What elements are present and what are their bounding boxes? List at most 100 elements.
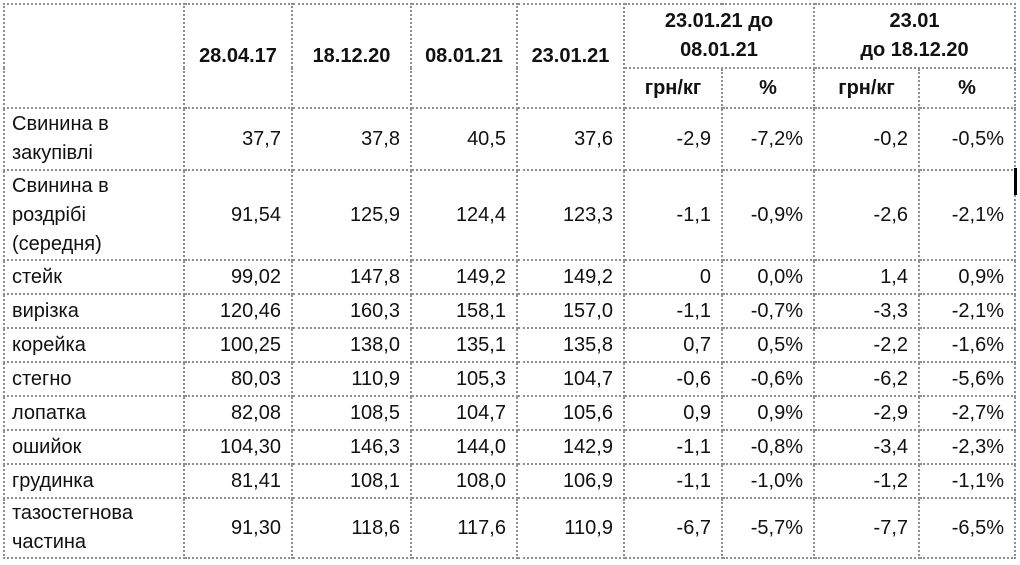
table-cell[interactable]: -0,5% (918, 107, 1016, 171)
row-label[interactable]: стегно (3, 361, 185, 397)
column-header-date-1[interactable]: 28.04.17 (183, 3, 293, 109)
table-cell[interactable]: -1,1 (623, 463, 723, 499)
table-cell[interactable]: -2,6 (813, 169, 920, 261)
subheader-unit-1[interactable]: грн/кг (623, 67, 723, 109)
table-cell[interactable]: 138,0 (291, 327, 412, 363)
group-header-change-2[interactable]: 23.01 до 18.12.20 (813, 3, 1016, 69)
table-cell[interactable]: 37,8 (291, 107, 412, 171)
table-cell[interactable]: -2,3% (918, 429, 1016, 465)
table-cell[interactable]: 0,9% (918, 259, 1016, 295)
table-cell[interactable]: 108,0 (410, 463, 518, 499)
table-cell[interactable]: -1,1 (623, 169, 723, 261)
table-cell[interactable]: 104,7 (410, 395, 518, 431)
table-cell[interactable]: -3,4 (813, 429, 920, 465)
table-cell[interactable]: 135,8 (516, 327, 625, 363)
table-cell[interactable]: -1,1 (623, 429, 723, 465)
table-cell[interactable]: 157,0 (516, 293, 625, 329)
table-cell[interactable]: 0 (623, 259, 723, 295)
table-cell[interactable]: 123,3 (516, 169, 625, 261)
column-header-date-3[interactable]: 08.01.21 (410, 3, 518, 109)
table-cell[interactable]: 81,41 (183, 463, 293, 499)
table-cell[interactable]: -3,3 (813, 293, 920, 329)
table-cell[interactable]: -0,7% (721, 293, 815, 329)
table-cell[interactable]: 142,9 (516, 429, 625, 465)
table-cell[interactable]: 104,30 (183, 429, 293, 465)
table-cell[interactable]: -0,6% (721, 361, 815, 397)
table-cell[interactable]: 146,3 (291, 429, 412, 465)
table-cell[interactable]: 105,6 (516, 395, 625, 431)
table-cell[interactable]: 108,1 (291, 463, 412, 499)
subheader-unit-2[interactable]: грн/кг (813, 67, 920, 109)
table-cell[interactable]: -0,8% (721, 429, 815, 465)
table-cell[interactable]: 91,54 (183, 169, 293, 261)
table-cell[interactable]: 82,08 (183, 395, 293, 431)
table-cell[interactable]: -1,1 (623, 293, 723, 329)
table-cell[interactable]: 100,25 (183, 327, 293, 363)
table-cell[interactable]: 120,46 (183, 293, 293, 329)
table-cell[interactable]: -5,7% (721, 497, 815, 559)
table-cell[interactable]: -1,6% (918, 327, 1016, 363)
table-cell[interactable]: 91,30 (183, 497, 293, 559)
table-cell[interactable]: 149,2 (516, 259, 625, 295)
table-cell[interactable]: -0,2 (813, 107, 920, 171)
row-label[interactable]: вирізка (3, 293, 185, 329)
table-cell[interactable]: -6,5% (918, 497, 1016, 559)
table-cell[interactable]: -6,7 (623, 497, 723, 559)
table-cell[interactable]: 158,1 (410, 293, 518, 329)
table-cell[interactable]: 125,9 (291, 169, 412, 261)
table-cell[interactable]: -1,1% (918, 463, 1016, 499)
table-cell[interactable]: 117,6 (410, 497, 518, 559)
table-cell[interactable]: 147,8 (291, 259, 412, 295)
table-cell[interactable]: -0,6 (623, 361, 723, 397)
column-header-date-2[interactable]: 18.12.20 (291, 3, 412, 109)
table-cell[interactable]: -5,6% (918, 361, 1016, 397)
row-label[interactable]: тазостегнова частина (3, 497, 185, 559)
table-cell[interactable]: 110,9 (291, 361, 412, 397)
subheader-pct-2[interactable]: % (918, 67, 1016, 109)
table-cell[interactable]: 37,7 (183, 107, 293, 171)
row-label[interactable]: Свинина в закупівлі (3, 107, 185, 171)
table-cell[interactable]: -2,1% (918, 169, 1016, 261)
table-cell[interactable]: -0,9% (721, 169, 815, 261)
table-cell[interactable]: -1,0% (721, 463, 815, 499)
table-cell[interactable]: -6,2 (813, 361, 920, 397)
group-header-change-1[interactable]: 23.01.21 до 08.01.21 (623, 3, 815, 69)
table-cell[interactable]: -7,2% (721, 107, 815, 171)
table-cell[interactable]: 118,6 (291, 497, 412, 559)
row-label[interactable]: грудинка (3, 463, 185, 499)
table-cell[interactable]: 40,5 (410, 107, 518, 171)
table-cell[interactable]: 105,3 (410, 361, 518, 397)
table-cell[interactable]: 108,5 (291, 395, 412, 431)
column-header-date-4[interactable]: 23.01.21 (516, 3, 625, 109)
table-cell[interactable]: 0,9% (721, 395, 815, 431)
table-cell[interactable]: 0,9 (623, 395, 723, 431)
subheader-pct-1[interactable]: % (721, 67, 815, 109)
table-cell[interactable]: 144,0 (410, 429, 518, 465)
table-cell[interactable]: -2,9 (623, 107, 723, 171)
table-cell[interactable]: 104,7 (516, 361, 625, 397)
table-cell[interactable]: 37,6 (516, 107, 625, 171)
table-cell[interactable]: 110,9 (516, 497, 625, 559)
table-cell[interactable]: 149,2 (410, 259, 518, 295)
row-label[interactable]: корейка (3, 327, 185, 363)
table-cell[interactable]: -2,7% (918, 395, 1016, 431)
table-cell[interactable]: 80,03 (183, 361, 293, 397)
table-cell[interactable]: -2,2 (813, 327, 920, 363)
table-cell[interactable]: 160,3 (291, 293, 412, 329)
row-label[interactable]: стейк (3, 259, 185, 295)
table-cell[interactable]: -2,1% (918, 293, 1016, 329)
table-cell[interactable]: 0,0% (721, 259, 815, 295)
corner-header-cell[interactable] (3, 3, 185, 109)
table-cell[interactable]: 0,5% (721, 327, 815, 363)
table-cell[interactable]: 124,4 (410, 169, 518, 261)
table-cell[interactable]: 106,9 (516, 463, 625, 499)
table-cell[interactable]: 0,7 (623, 327, 723, 363)
row-label[interactable]: Свинина в роздрібі (середня) (3, 169, 185, 261)
table-cell[interactable]: -7,7 (813, 497, 920, 559)
row-label[interactable]: ошийок (3, 429, 185, 465)
table-cell[interactable]: 1,4 (813, 259, 920, 295)
row-label[interactable]: лопатка (3, 395, 185, 431)
table-cell[interactable]: -2,9 (813, 395, 920, 431)
table-cell[interactable]: 99,02 (183, 259, 293, 295)
table-cell[interactable]: 135,1 (410, 327, 518, 363)
